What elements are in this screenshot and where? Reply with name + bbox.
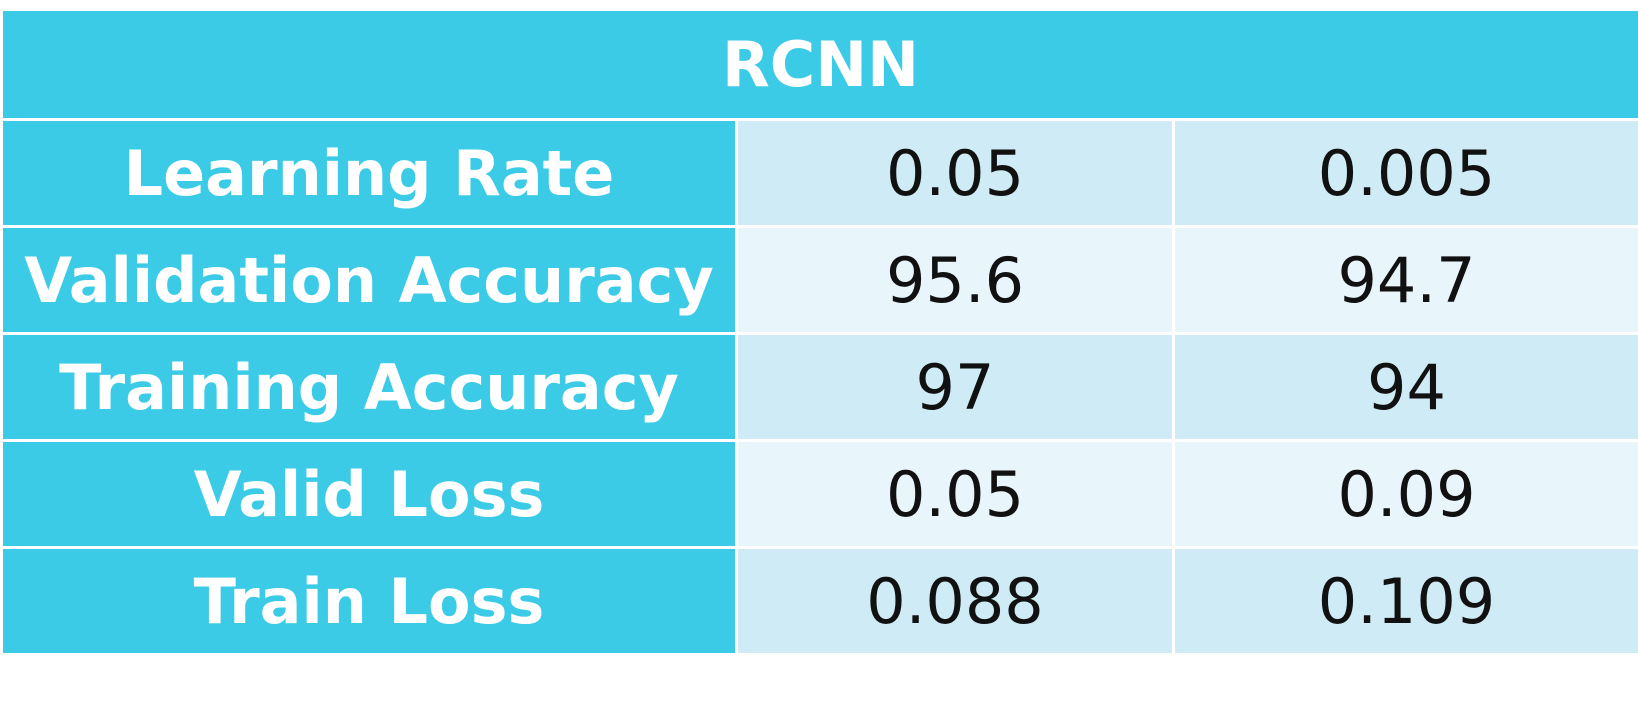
value-cell: 94.7 <box>1171 225 1638 335</box>
row-label: Training Accuracy <box>0 332 738 442</box>
table-row: Learning Rate 0.05 0.005 <box>0 118 1638 228</box>
table-row: Validation Accuracy 95.6 94.7 <box>0 225 1638 335</box>
table-row: Train Loss 0.088 0.109 <box>0 546 1638 656</box>
row-label: Validation Accuracy <box>0 225 738 335</box>
value-cell: 0.005 <box>1171 118 1638 228</box>
value-cell: 95.6 <box>735 225 1175 335</box>
row-label: Train Loss <box>0 546 738 656</box>
value-cell: 0.05 <box>735 118 1175 228</box>
value-cell: 94 <box>1171 332 1638 442</box>
value-cell: 0.088 <box>735 546 1175 656</box>
value-cell: 0.05 <box>735 439 1175 549</box>
results-table: RCNN Learning Rate 0.05 0.005 Validation… <box>0 8 1638 656</box>
row-label: Valid Loss <box>0 439 738 549</box>
value-cell: 97 <box>735 332 1175 442</box>
title-row: RCNN <box>0 8 1638 121</box>
table-row: Training Accuracy 97 94 <box>0 332 1638 442</box>
table-row: Valid Loss 0.05 0.09 <box>0 439 1638 549</box>
table-title: RCNN <box>0 8 1638 121</box>
value-cell: 0.09 <box>1171 439 1638 549</box>
row-label: Learning Rate <box>0 118 738 228</box>
value-cell: 0.109 <box>1171 546 1638 656</box>
